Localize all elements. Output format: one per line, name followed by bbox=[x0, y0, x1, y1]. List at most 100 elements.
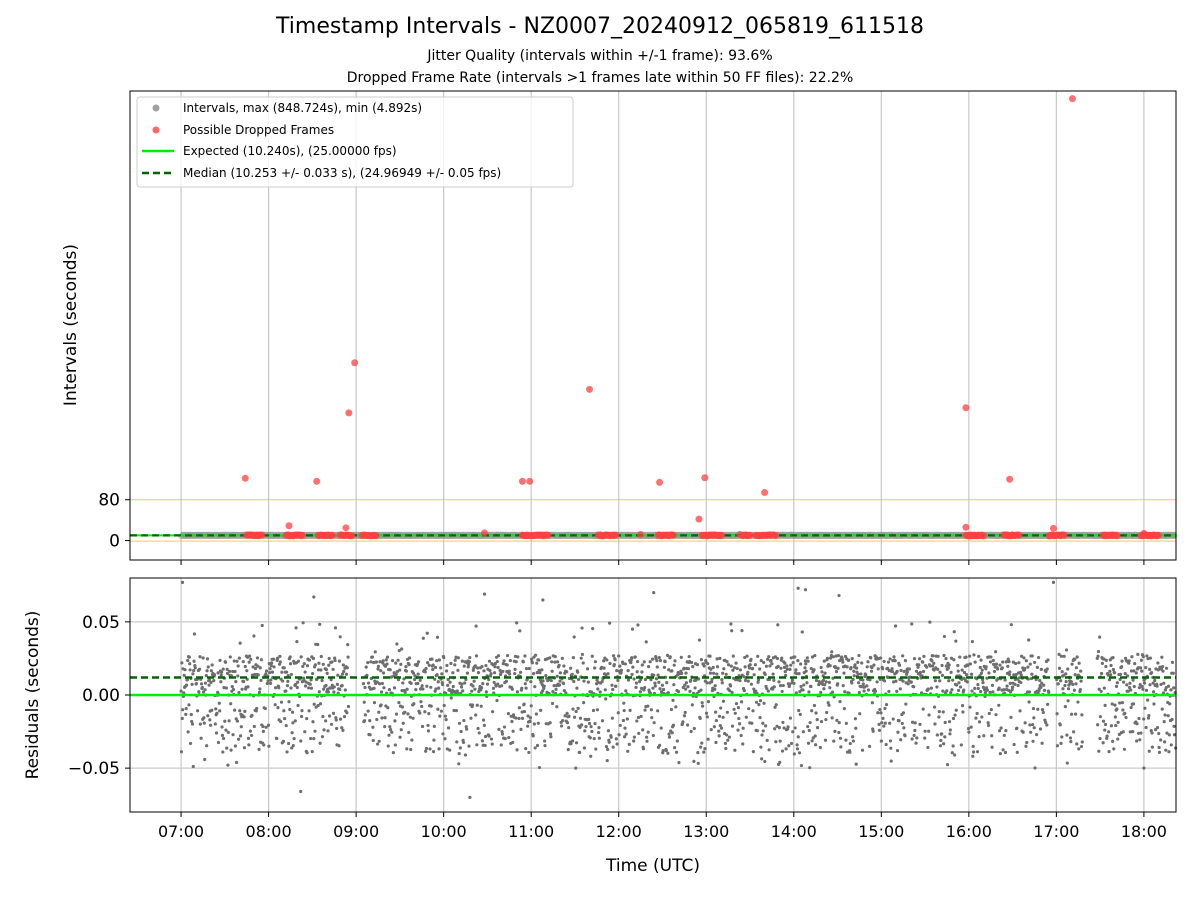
residual-point bbox=[884, 742, 888, 747]
residual-point bbox=[449, 661, 453, 666]
residual-point bbox=[1150, 731, 1154, 735]
residual-point bbox=[369, 660, 373, 664]
dropped-frame-point bbox=[979, 532, 987, 540]
residual-point bbox=[377, 739, 381, 743]
residual-point bbox=[403, 690, 407, 694]
residual-point bbox=[397, 648, 401, 653]
residual-point bbox=[1146, 716, 1151, 720]
residual-point bbox=[840, 658, 845, 662]
residual-point bbox=[965, 680, 969, 684]
residual-point bbox=[482, 669, 486, 673]
residual-point bbox=[876, 711, 880, 715]
residual-point bbox=[592, 737, 596, 741]
residual-point bbox=[405, 747, 409, 751]
residual-point bbox=[474, 713, 478, 717]
residual-point bbox=[340, 726, 344, 730]
residual-point bbox=[912, 657, 917, 661]
residual-point bbox=[720, 681, 724, 685]
residual-point bbox=[834, 654, 838, 658]
residual-point bbox=[376, 667, 380, 671]
residual-point bbox=[708, 671, 713, 675]
residual-point bbox=[264, 669, 269, 673]
residual-point bbox=[953, 713, 957, 717]
residual-point bbox=[935, 733, 939, 737]
residual-point bbox=[937, 715, 941, 719]
residual-point bbox=[797, 672, 801, 676]
residual-point bbox=[705, 681, 709, 685]
residual-point bbox=[1137, 716, 1141, 721]
residual-point bbox=[1170, 660, 1175, 664]
dropped-frame-point bbox=[612, 531, 620, 539]
residual-point bbox=[243, 709, 247, 713]
residual-point bbox=[282, 709, 286, 713]
residual-point bbox=[715, 665, 720, 669]
residual-point bbox=[501, 669, 505, 674]
residual-point bbox=[864, 674, 868, 679]
residual-point bbox=[222, 686, 226, 690]
residual-point bbox=[390, 659, 395, 663]
residual-point bbox=[301, 621, 305, 625]
residual-point bbox=[429, 704, 433, 708]
residual-point bbox=[305, 664, 310, 668]
residual-point bbox=[388, 725, 392, 729]
residual-point bbox=[689, 729, 693, 734]
residual-point bbox=[593, 666, 597, 670]
residual-point bbox=[437, 658, 442, 662]
residual-point bbox=[700, 741, 704, 745]
residual-point bbox=[819, 719, 824, 724]
residual-point bbox=[558, 671, 562, 675]
residual-point bbox=[604, 745, 609, 749]
residual-point bbox=[1078, 688, 1082, 692]
residual-point bbox=[762, 660, 766, 665]
residual-point bbox=[1072, 730, 1076, 734]
residual-point bbox=[394, 712, 399, 716]
residual-point bbox=[805, 656, 809, 660]
residual-point bbox=[224, 686, 228, 690]
residual-point bbox=[1097, 749, 1101, 753]
residual-point bbox=[504, 679, 509, 683]
residual-point bbox=[368, 733, 372, 737]
residual-point bbox=[1062, 654, 1066, 658]
residual-point bbox=[780, 749, 785, 753]
residual-point bbox=[798, 690, 802, 694]
residual-point bbox=[725, 710, 729, 714]
residual-point bbox=[453, 658, 457, 662]
residual-point bbox=[411, 671, 416, 675]
residual-point bbox=[281, 739, 286, 743]
residual-point bbox=[253, 666, 258, 671]
residual-point bbox=[489, 671, 493, 676]
residual-point bbox=[623, 726, 627, 730]
residual-point bbox=[856, 672, 860, 676]
residual-point bbox=[467, 660, 471, 664]
residual-point bbox=[712, 671, 716, 675]
residual-point bbox=[590, 729, 594, 734]
residual-point bbox=[255, 656, 260, 660]
residual-point bbox=[952, 658, 956, 662]
residual-point bbox=[329, 678, 333, 682]
residual-point bbox=[1059, 654, 1064, 658]
residual-point bbox=[1029, 730, 1033, 734]
residual-point bbox=[1172, 724, 1176, 728]
residual-point bbox=[693, 686, 697, 690]
residual-point bbox=[322, 728, 326, 732]
residual-point bbox=[921, 707, 925, 711]
residual-point bbox=[901, 711, 906, 715]
residual-point bbox=[301, 664, 305, 669]
residual-point bbox=[992, 662, 996, 666]
residual-point bbox=[386, 706, 390, 710]
residual-point bbox=[988, 690, 992, 695]
residual-point bbox=[913, 721, 917, 725]
residual-point bbox=[962, 676, 966, 680]
residual-point bbox=[483, 734, 488, 739]
residual-point bbox=[372, 686, 376, 690]
residual-point bbox=[647, 665, 651, 669]
residual-point bbox=[1040, 741, 1044, 745]
residual-point bbox=[505, 663, 509, 667]
residual-point bbox=[917, 663, 921, 667]
residual-point bbox=[1157, 750, 1162, 755]
dropped-frame-point bbox=[258, 531, 266, 539]
residual-point bbox=[225, 671, 230, 675]
residual-point bbox=[765, 657, 770, 661]
residual-point bbox=[850, 681, 854, 685]
residual-point bbox=[700, 701, 704, 705]
